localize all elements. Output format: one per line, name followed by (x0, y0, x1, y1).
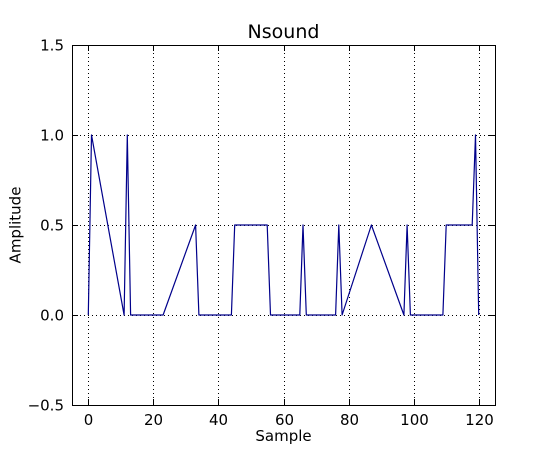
chart-title: Nsound (248, 21, 320, 43)
x-tick-label: 40 (209, 411, 228, 429)
axis-ticks: 0 20 40 60 80 100 120 −0.5 0.0 0.5 1.0 1.5 (28, 37, 495, 429)
y-axis-label: Amplitude (7, 187, 25, 264)
x-axis-label: Sample (255, 427, 311, 445)
x-tick-label: 0 (84, 411, 94, 429)
series-layer (87, 134, 480, 316)
x-tick-label: 60 (275, 411, 294, 429)
x-tick-label: 100 (400, 411, 429, 429)
x-tick-label: 20 (144, 411, 163, 429)
series-line (87, 134, 480, 316)
y-tick-label: 1.5 (40, 37, 64, 55)
y-tick-label: −0.5 (28, 397, 64, 415)
x-tick-label: 120 (465, 411, 494, 429)
x-tick-label: 80 (340, 411, 359, 429)
y-tick-label: 0.5 (40, 217, 64, 235)
y-tick-label: 1.0 (40, 127, 64, 145)
y-tick-label: 0.0 (40, 307, 64, 325)
